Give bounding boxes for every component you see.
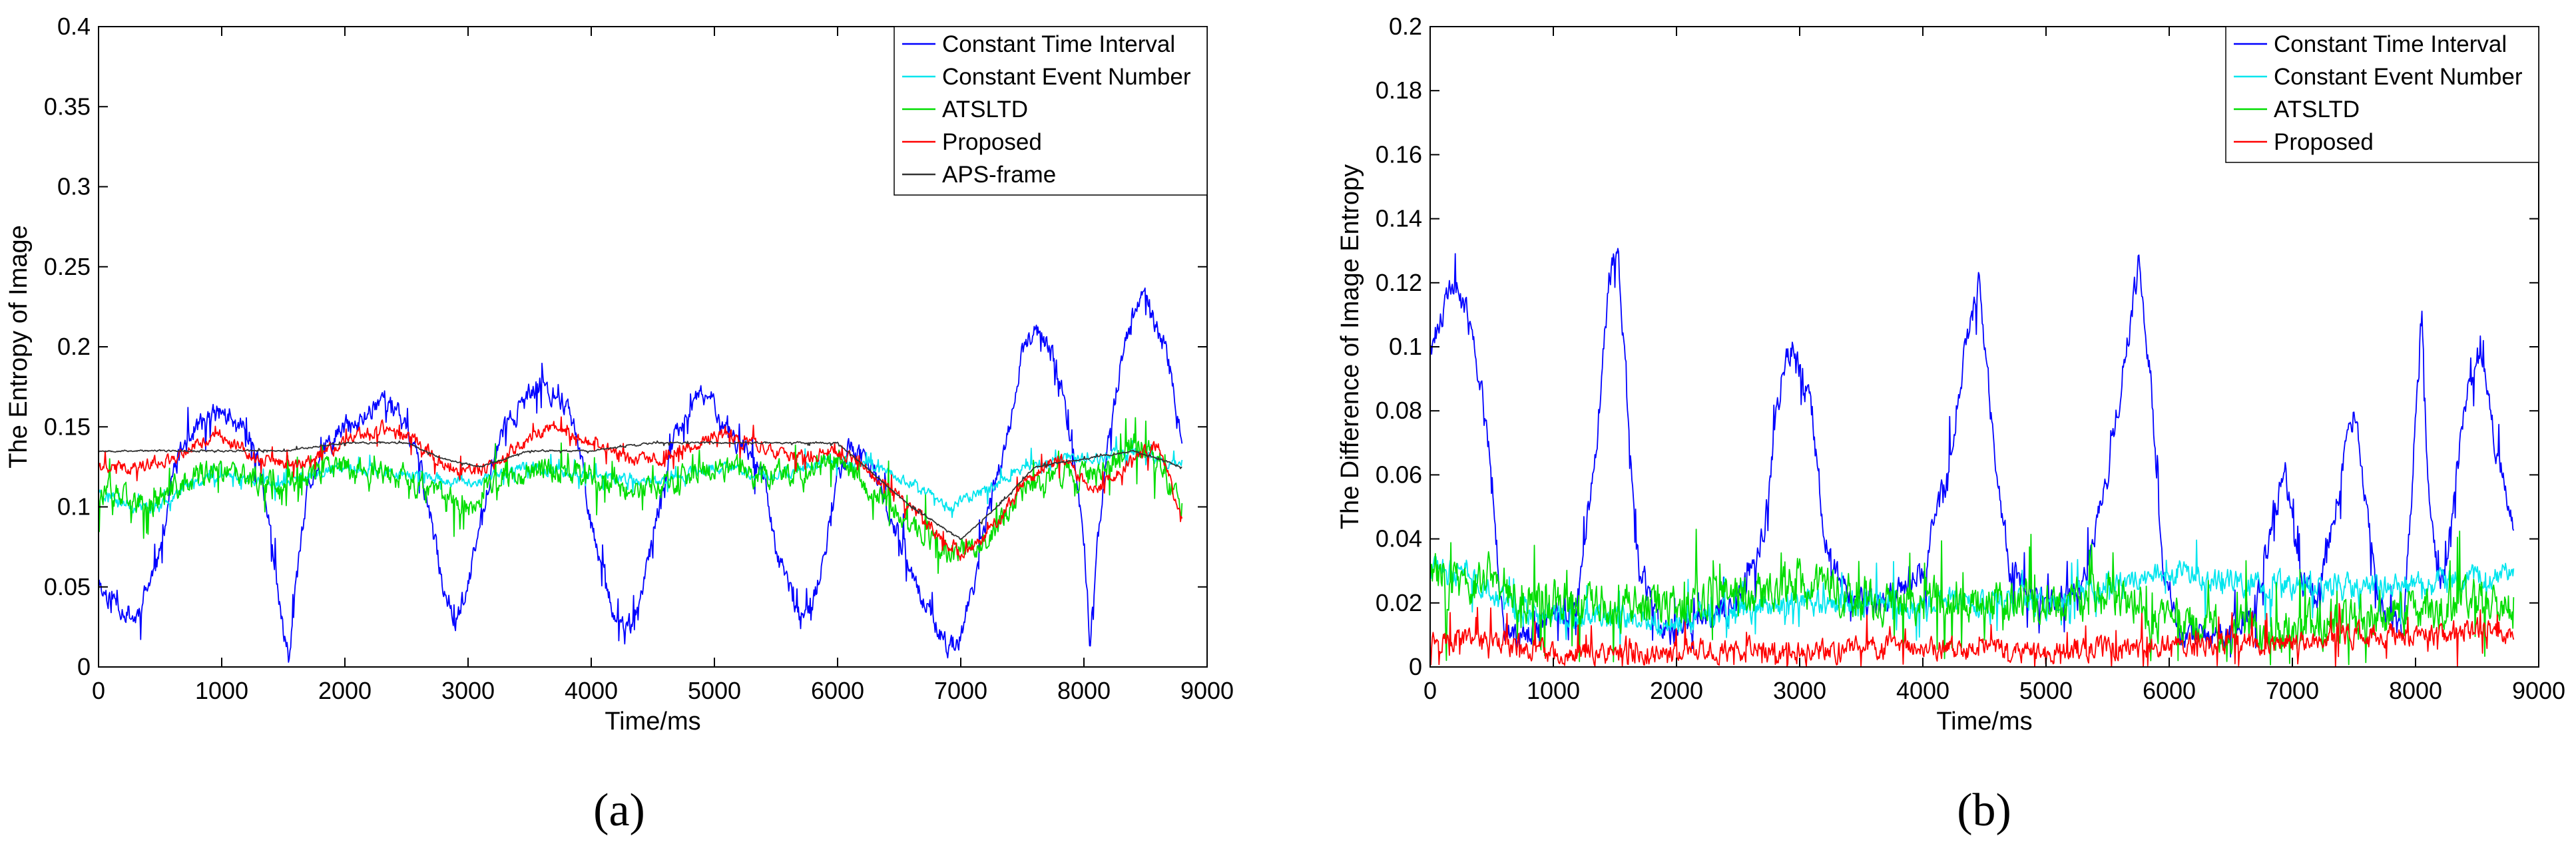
y-tick-label: 0.4 xyxy=(57,13,91,40)
legend-box xyxy=(894,26,1208,196)
y-tick-label: 0.25 xyxy=(44,253,91,280)
x-tick-label: 4000 xyxy=(565,677,618,704)
x-tick-label: 0 xyxy=(92,677,105,704)
chart-panel-b: 0 1000 2000 3000 4000 5000 6000 7000 8000 9000 0 0.… xyxy=(1336,13,2565,836)
y-tick-label: 0.3 xyxy=(57,173,91,200)
y-tick-label: 0.02 xyxy=(1376,589,1422,616)
x-tick-label: 1000 xyxy=(1527,677,1580,704)
x-tick-label: 3000 xyxy=(1773,677,1826,704)
y-axis-label: The Entropy of Image xyxy=(5,225,33,468)
legend-entry: ATSLTD xyxy=(2274,97,2360,122)
series-line-atsltd xyxy=(99,417,1183,574)
y-tick-label: 0 xyxy=(77,653,91,680)
legend-entry: Constant Time Interval xyxy=(2274,31,2507,57)
x-tick-label: 6000 xyxy=(2143,677,2196,704)
x-tick-label: 8000 xyxy=(1057,677,1111,704)
y-tick-label: 0.05 xyxy=(44,573,91,600)
x-tick-label: 7000 xyxy=(934,677,987,704)
y-tick-label: 0.16 xyxy=(1376,140,1422,168)
x-tick-label: 7000 xyxy=(2266,677,2319,704)
legend-box xyxy=(2225,26,2539,163)
x-axis-label: Time/ms xyxy=(1936,708,2032,736)
series-line-proposed xyxy=(99,416,1183,561)
y-tick-label: 0.12 xyxy=(1376,269,1422,296)
x-tick-label: 5000 xyxy=(2019,677,2073,704)
y-tick-label: 0.1 xyxy=(57,493,91,521)
x-tick-label: 1000 xyxy=(195,677,248,704)
legend-entry: Constant Event Number xyxy=(942,64,1191,90)
series-line-aps-frame xyxy=(99,440,1182,540)
legend-entry: Constant Event Number xyxy=(2274,64,2523,90)
y-tick-label: 0.06 xyxy=(1376,461,1422,488)
panel-label: (a) xyxy=(593,785,645,836)
x-tick-label: 2000 xyxy=(318,677,372,704)
x-tick-label: 3000 xyxy=(441,677,495,704)
y-tick-label: 0.2 xyxy=(57,333,91,360)
x-axis-label: Time/ms xyxy=(605,708,700,736)
series-line-constant-time-interval xyxy=(1430,248,2515,658)
y-tick-label: 0.35 xyxy=(44,93,91,120)
x-tick-label: 2000 xyxy=(1650,677,1703,704)
y-axis-label: The Difference of Image Entropy xyxy=(1336,164,1364,529)
series-line-constant-time-interval xyxy=(99,287,1183,663)
legend: Constant Time Interval Constant Event Num… xyxy=(2225,26,2539,163)
chart-panel-a: 0 1000 2000 3000 4000 5000 6000 7000 8000 9000 0 0.… xyxy=(5,13,1234,836)
y-tick-label: 0.18 xyxy=(1376,77,1422,104)
legend-entry: APS-frame xyxy=(942,162,1056,188)
series-line-proposed xyxy=(1430,602,2515,667)
x-tick-label: 4000 xyxy=(1896,677,1949,704)
series-line-atsltd xyxy=(1430,529,2515,666)
x-tick-label: 9000 xyxy=(1180,677,1234,704)
x-tick-label: 5000 xyxy=(688,677,741,704)
x-tick-label: 8000 xyxy=(2389,677,2442,704)
y-tick-label: 0.08 xyxy=(1376,397,1422,424)
y-tick-label: 0.04 xyxy=(1376,525,1422,552)
y-tick-label: 0 xyxy=(1409,653,1422,680)
legend-entry: Proposed xyxy=(942,129,1042,155)
legend: Constant Time Interval Constant Event Num… xyxy=(894,26,1208,196)
y-tick-label: 0.2 xyxy=(1389,13,1422,40)
y-tick-label: 0.15 xyxy=(44,413,91,440)
y-tick-label: 0.14 xyxy=(1376,205,1422,232)
x-tick-label: 6000 xyxy=(811,677,864,704)
series-lines xyxy=(1430,248,2515,667)
legend-entry: Constant Time Interval xyxy=(942,31,1175,57)
y-tick-label: 0.1 xyxy=(1389,333,1422,360)
x-tick-label: 0 xyxy=(1423,677,1437,704)
x-tick-label: 9000 xyxy=(2512,677,2565,704)
series-lines xyxy=(99,287,1183,663)
legend-entry: Proposed xyxy=(2274,129,2374,155)
legend-entry: ATSLTD xyxy=(942,97,1028,122)
panel-label: (b) xyxy=(1957,785,2011,836)
